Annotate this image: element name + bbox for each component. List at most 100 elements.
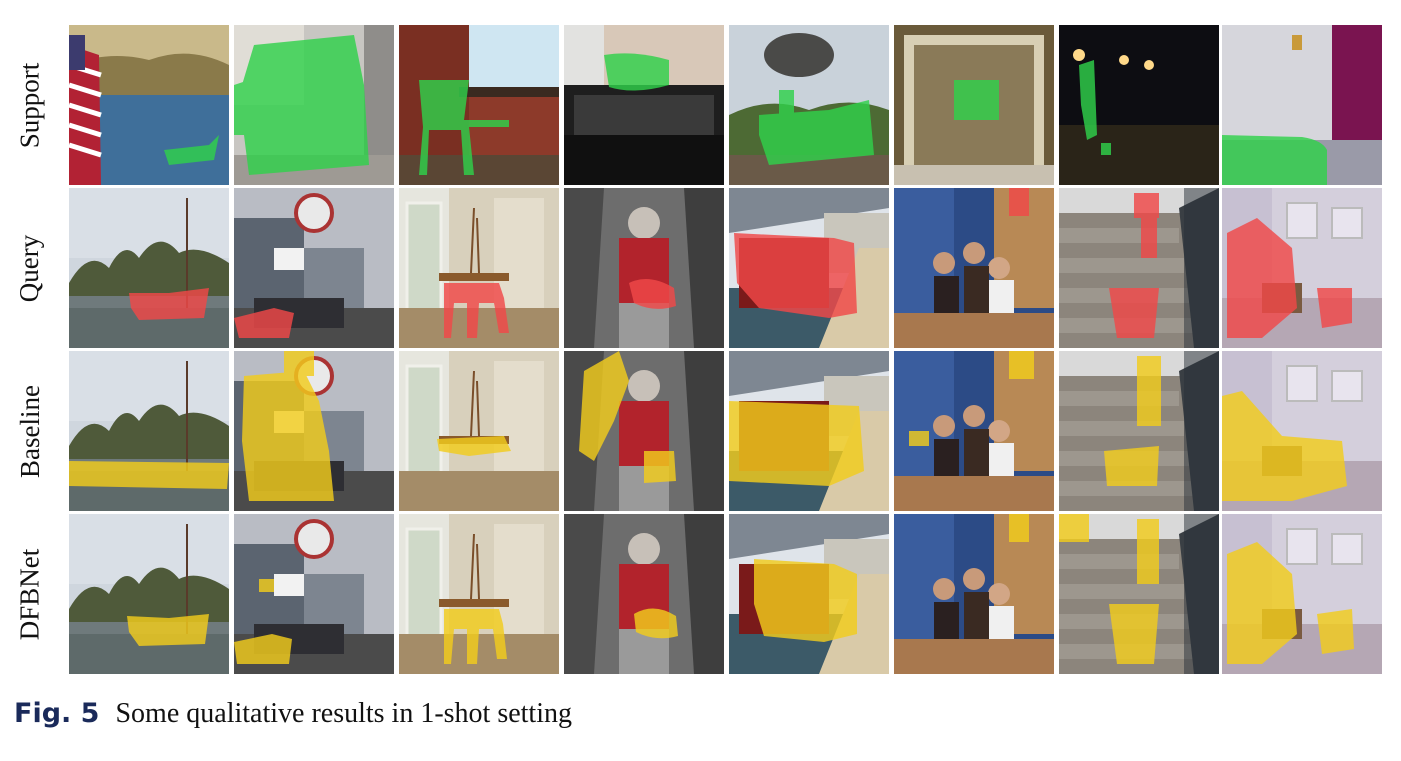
segmentation-mask [954, 80, 999, 120]
baseline-image-svg-8 [1222, 351, 1382, 511]
support-image-8 [1222, 25, 1382, 185]
segmentation-mask [579, 351, 676, 483]
figure-caption: Fig. 5 Some qualitative results in 1-sho… [14, 698, 572, 738]
segmentation-mask [1009, 514, 1029, 542]
query-image-7 [1059, 188, 1219, 348]
dfbnet-image-svg-1 [69, 514, 229, 674]
segmentation-mask [242, 351, 334, 501]
segmentation-mask [1009, 188, 1029, 216]
segmentation-mask [419, 80, 509, 175]
baseline-image-6 [894, 351, 1054, 511]
segmentation-mask [234, 35, 369, 175]
segmentation-mask [754, 559, 857, 642]
dfbnet-image-2 [234, 514, 394, 674]
dfbnet-image-1 [69, 514, 229, 674]
query-image-svg-1 [69, 188, 229, 348]
segmentation-mask [1109, 193, 1159, 338]
segmentation-mask [444, 609, 507, 664]
dfbnet-image-svg-3 [399, 514, 559, 674]
row-label-dfbnet: DFBNet [14, 548, 45, 640]
row-label-support: Support [14, 62, 45, 148]
support-image-6 [894, 25, 1054, 185]
segmentation-mask [1222, 135, 1327, 185]
baseline-image-3 [399, 351, 559, 511]
baseline-image-1 [69, 351, 229, 511]
segmentation-mask [1227, 542, 1354, 664]
query-image-svg-4 [564, 188, 724, 348]
query-image-8 [1222, 188, 1382, 348]
segmentation-mask [734, 233, 857, 318]
dfbnet-image-svg-8 [1222, 514, 1382, 674]
segmentation-mask [729, 401, 864, 486]
baseline-image-svg-7 [1059, 351, 1219, 511]
query-image-svg-3 [399, 188, 559, 348]
dfbnet-image-5 [729, 514, 889, 674]
segmentation-mask [1104, 356, 1161, 486]
segmentation-mask [127, 614, 209, 646]
query-image-svg-7 [1059, 188, 1219, 348]
support-image-svg-4 [564, 25, 724, 185]
caption-text: Some qualitative results in 1-shot setti… [115, 698, 572, 729]
baseline-image-4 [564, 351, 724, 511]
support-image-svg-5 [729, 25, 889, 185]
support-image-2 [234, 25, 394, 185]
dfbnet-image-7 [1059, 514, 1219, 674]
query-image-svg-5 [729, 188, 889, 348]
dfbnet-image-4 [564, 514, 724, 674]
row-label-query: Query [14, 234, 45, 302]
baseline-image-svg-6 [894, 351, 1054, 511]
query-image-6 [894, 188, 1054, 348]
query-image-svg-2 [234, 188, 394, 348]
segmentation-mask [234, 308, 294, 338]
dfbnet-image-3 [399, 514, 559, 674]
query-image-5 [729, 188, 889, 348]
support-image-svg-1 [69, 25, 229, 185]
baseline-image-svg-3 [399, 351, 559, 511]
support-image-svg-7 [1059, 25, 1219, 185]
segmentation-mask [69, 461, 229, 489]
query-image-4 [564, 188, 724, 348]
support-image-svg-2 [234, 25, 394, 185]
baseline-image-5 [729, 351, 889, 511]
baseline-image-svg-1 [69, 351, 229, 511]
segmentation-mask [629, 279, 676, 309]
dfbnet-image-svg-2 [234, 514, 394, 674]
baseline-image-2 [234, 351, 394, 511]
segmentation-mask [164, 135, 219, 165]
support-image-svg-3 [399, 25, 559, 185]
baseline-image-svg-2 [234, 351, 394, 511]
query-image-svg-8 [1222, 188, 1382, 348]
support-image-3 [399, 25, 559, 185]
segmentation-mask [1227, 218, 1352, 338]
dfbnet-image-8 [1222, 514, 1382, 674]
dfbnet-image-svg-6 [894, 514, 1054, 674]
segmentation-mask [1079, 60, 1111, 155]
query-image-svg-6 [894, 188, 1054, 348]
segmentation-mask [909, 351, 1034, 446]
caption-label: Fig. 5 [14, 698, 100, 729]
baseline-image-7 [1059, 351, 1219, 511]
segmentation-mask [129, 288, 209, 320]
row-label-baseline: Baseline [14, 384, 45, 478]
support-image-5 [729, 25, 889, 185]
baseline-image-svg-4 [564, 351, 724, 511]
support-image-svg-8 [1222, 25, 1382, 185]
segmentation-mask [604, 53, 669, 91]
dfbnet-image-svg-4 [564, 514, 724, 674]
dfbnet-image-svg-5 [729, 514, 889, 674]
baseline-image-8 [1222, 351, 1382, 511]
segmentation-mask [634, 608, 678, 639]
dfbnet-image-svg-7 [1059, 514, 1219, 674]
segmentation-mask [444, 283, 509, 338]
support-image-1 [69, 25, 229, 185]
query-image-2 [234, 188, 394, 348]
segmentation-mask [234, 579, 292, 664]
query-image-3 [399, 188, 559, 348]
segmentation-mask [759, 90, 874, 165]
segmentation-mask [1222, 391, 1347, 501]
query-image-1 [69, 188, 229, 348]
segmentation-mask [1059, 514, 1159, 664]
dfbnet-image-6 [894, 514, 1054, 674]
support-image-4 [564, 25, 724, 185]
